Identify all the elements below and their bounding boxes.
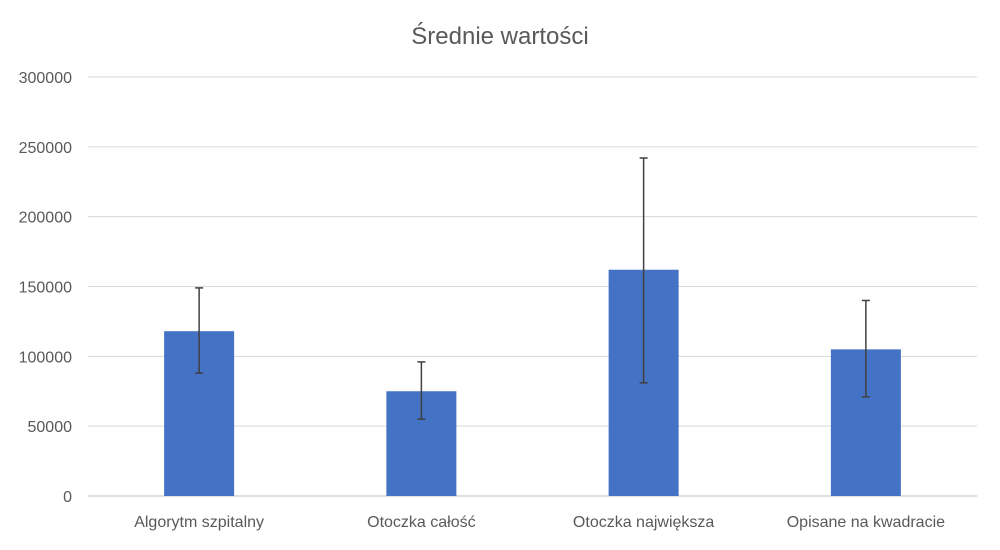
bars	[164, 269, 901, 496]
x-axis-tick-labels: Algorytm szpitalny Otoczka całość Otoczka …	[134, 514, 945, 531]
y-tick-label: 150000	[19, 280, 72, 297]
x-tick-label: Opisane na kwadracie	[787, 514, 945, 531]
gridlines	[88, 76, 977, 497]
chart-title: Średnie wartości	[411, 22, 588, 50]
x-tick-label: Otoczka całość	[367, 514, 475, 531]
y-tick-label: 200000	[19, 210, 72, 227]
y-tick-label: 50000	[28, 419, 73, 436]
y-tick-label: 100000	[19, 349, 72, 366]
x-tick-label: Otoczka największa	[573, 514, 714, 531]
y-axis-tick-labels: 0 50000 100000 150000 200000 250000 300000	[19, 70, 72, 506]
x-tick-label: Algorytm szpitalny	[134, 514, 264, 531]
y-tick-label: 250000	[19, 140, 72, 157]
error-bars	[195, 157, 870, 420]
y-tick-label: 300000	[19, 70, 72, 87]
y-tick-label: 0	[63, 489, 72, 506]
